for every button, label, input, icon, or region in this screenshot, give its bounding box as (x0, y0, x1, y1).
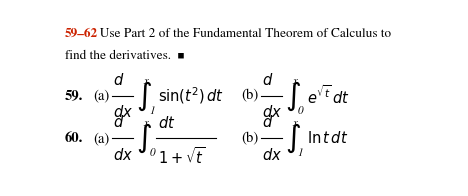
Text: $1+\sqrt{t}$: $1+\sqrt{t}$ (158, 146, 206, 167)
Text: $\int$: $\int$ (137, 122, 153, 155)
Text: $d$: $d$ (262, 72, 273, 88)
Text: $d$: $d$ (262, 114, 273, 130)
Text: 0: 0 (298, 106, 304, 116)
Text: $\int$: $\int$ (285, 122, 301, 155)
Text: $\int$: $\int$ (285, 79, 301, 113)
Text: (b): (b) (241, 132, 259, 145)
Text: (b): (b) (241, 89, 259, 103)
Text: x: x (144, 76, 149, 86)
Text: $dx$: $dx$ (262, 147, 282, 162)
Text: $dt$: $dt$ (158, 115, 176, 131)
Text: $dx$: $dx$ (113, 104, 133, 120)
Text: 59.: 59. (65, 89, 83, 103)
Text: find the derivatives.  ▪: find the derivatives. ▪ (65, 51, 184, 63)
Text: 0: 0 (149, 148, 155, 158)
Text: $e^{\sqrt{t}}\,dt$: $e^{\sqrt{t}}\,dt$ (307, 85, 350, 107)
Text: $\ln t\,dt$: $\ln t\,dt$ (307, 130, 348, 146)
Text: $dx$: $dx$ (113, 147, 133, 162)
Text: 1: 1 (298, 148, 304, 158)
Text: (a): (a) (93, 132, 109, 145)
Text: x: x (292, 118, 298, 128)
Text: $d$: $d$ (113, 114, 124, 130)
Text: (a): (a) (93, 89, 109, 103)
Text: x: x (144, 118, 149, 128)
Text: 60.: 60. (65, 132, 83, 145)
Text: 59–62: 59–62 (65, 28, 98, 40)
Text: $\int$: $\int$ (137, 79, 153, 113)
Text: x: x (292, 76, 298, 86)
Text: 1: 1 (149, 106, 155, 116)
Text: Use Part 2 of the Fundamental Theorem of Calculus to: Use Part 2 of the Fundamental Theorem of… (93, 28, 391, 40)
Text: $dx$: $dx$ (262, 104, 282, 120)
Text: $d$: $d$ (113, 72, 124, 88)
Text: $\sin(t^2)\,dt$: $\sin(t^2)\,dt$ (158, 86, 224, 106)
